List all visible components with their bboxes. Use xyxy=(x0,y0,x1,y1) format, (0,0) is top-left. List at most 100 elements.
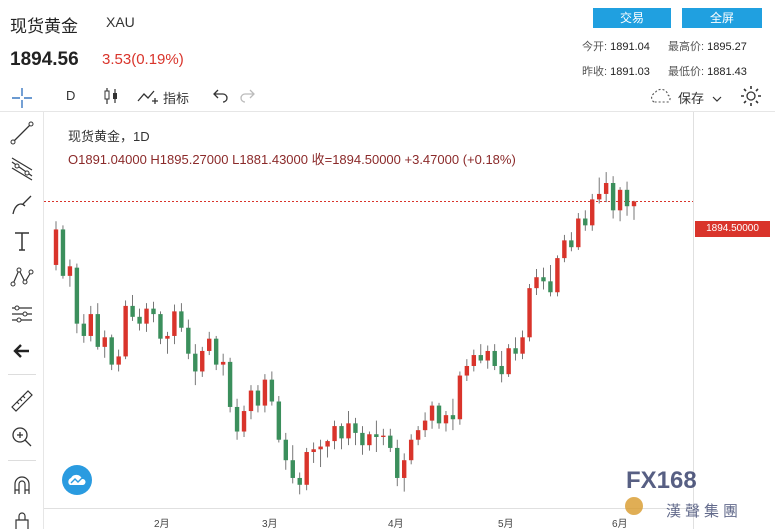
candle-body xyxy=(130,305,135,317)
candle-body xyxy=(311,449,316,453)
candle-body xyxy=(67,266,73,276)
candle xyxy=(492,344,497,371)
arrow-left-icon[interactable] xyxy=(9,338,35,364)
zoom-in-icon[interactable] xyxy=(9,424,35,450)
candle-body xyxy=(353,423,358,433)
interval-button[interactable]: D xyxy=(66,88,76,103)
candle-body xyxy=(102,337,107,347)
lock-icon[interactable] xyxy=(9,508,35,529)
candle-body xyxy=(304,452,309,485)
candle-body xyxy=(492,350,497,366)
redo-icon[interactable] xyxy=(238,86,256,107)
gear-icon[interactable] xyxy=(739,84,763,111)
candle xyxy=(241,405,247,437)
cloud-icon[interactable] xyxy=(62,465,92,495)
candle-body xyxy=(367,434,372,446)
candle xyxy=(172,304,177,345)
candle-body xyxy=(109,337,114,365)
candle-body xyxy=(332,426,337,442)
chart-legend-title[interactable]: 现货黄金，1D xyxy=(68,129,150,144)
candle-body xyxy=(53,229,59,265)
candle-body xyxy=(429,405,435,421)
candle xyxy=(283,432,289,470)
candle-body xyxy=(255,390,261,406)
candle-body xyxy=(520,337,525,354)
candlestick-chart[interactable] xyxy=(44,112,693,508)
candle xyxy=(596,177,602,204)
svg-text:FX168: FX168 xyxy=(626,467,697,494)
trade-button[interactable]: 交易 xyxy=(593,8,671,28)
fullscreen-button[interactable]: 全屏 xyxy=(682,8,762,28)
time-tick-apr: 4月 xyxy=(388,519,404,529)
candle xyxy=(395,439,400,487)
stat-open: 今开: 1891.04 xyxy=(582,38,650,54)
candle-body xyxy=(610,183,616,211)
price-axis[interactable] xyxy=(693,112,775,529)
candle xyxy=(617,187,623,222)
candle-body xyxy=(624,189,630,207)
candle-body xyxy=(193,353,198,372)
candle xyxy=(74,263,80,334)
candle xyxy=(220,353,226,376)
candle-body xyxy=(617,189,623,211)
stat-prev-close: 昨收: 1891.03 xyxy=(582,63,650,79)
fib-icon[interactable] xyxy=(9,156,35,182)
text-icon[interactable] xyxy=(9,228,35,254)
prediction-icon[interactable] xyxy=(9,300,35,326)
chart-legend-ohlc: O1891.04000 H1895.27000 L1881.43000 收=18… xyxy=(68,152,516,167)
candle xyxy=(318,439,323,468)
last-price-marker: 1894.50000 xyxy=(695,221,770,237)
tool-divider xyxy=(8,374,36,375)
save-dropdown-chevron-icon[interactable] xyxy=(712,91,722,106)
candle-body xyxy=(346,423,351,439)
candle xyxy=(499,350,504,383)
candle xyxy=(443,411,449,432)
trendline-icon[interactable] xyxy=(9,120,35,146)
svg-text:漢聲集團: 漢聲集團 xyxy=(666,502,742,520)
candle xyxy=(569,232,574,252)
candle xyxy=(576,213,581,250)
ruler-icon[interactable] xyxy=(9,388,35,414)
candle xyxy=(381,428,386,446)
candle xyxy=(123,300,128,360)
fx168-watermark: FX168 漢聲集團 xyxy=(625,467,742,520)
candle xyxy=(290,445,295,484)
candle xyxy=(478,344,483,364)
brush-icon[interactable] xyxy=(9,192,35,218)
candle xyxy=(144,303,149,332)
time-axis[interactable] xyxy=(44,508,693,529)
candle-body xyxy=(478,355,483,361)
candle-body xyxy=(471,355,477,366)
candle xyxy=(95,303,100,350)
candle xyxy=(130,294,135,321)
candle-body xyxy=(422,420,428,431)
undo-icon[interactable] xyxy=(212,86,230,107)
candle xyxy=(422,412,428,437)
candle-body xyxy=(227,361,233,407)
candle-body xyxy=(506,348,511,375)
candle-body xyxy=(158,314,163,339)
indicators-icon[interactable] xyxy=(136,86,160,109)
crosshair-icon[interactable] xyxy=(10,86,34,113)
pattern-icon[interactable] xyxy=(9,264,35,290)
candle-style-icon[interactable] xyxy=(102,86,120,109)
candle-body xyxy=(220,361,226,365)
stat-prev-close-value: 1891.03 xyxy=(610,66,650,78)
save-button[interactable]: 保存 xyxy=(678,91,705,106)
candle xyxy=(346,411,351,446)
candle-body xyxy=(576,218,581,248)
indicators-button[interactable]: 指标 xyxy=(163,91,190,106)
magnet-icon[interactable] xyxy=(9,472,35,498)
candle xyxy=(401,453,407,492)
candle-body xyxy=(123,305,128,357)
candle-body xyxy=(374,434,379,437)
candle xyxy=(227,357,233,413)
candle xyxy=(464,359,470,382)
candle-body xyxy=(408,439,414,461)
candle-body xyxy=(339,426,344,439)
candle-body xyxy=(213,338,219,365)
time-tick-mar: 3月 xyxy=(262,519,278,529)
stat-low-value: 1881.43 xyxy=(707,66,747,78)
candle-body xyxy=(562,240,567,259)
cloud-save-icon[interactable] xyxy=(648,87,674,108)
